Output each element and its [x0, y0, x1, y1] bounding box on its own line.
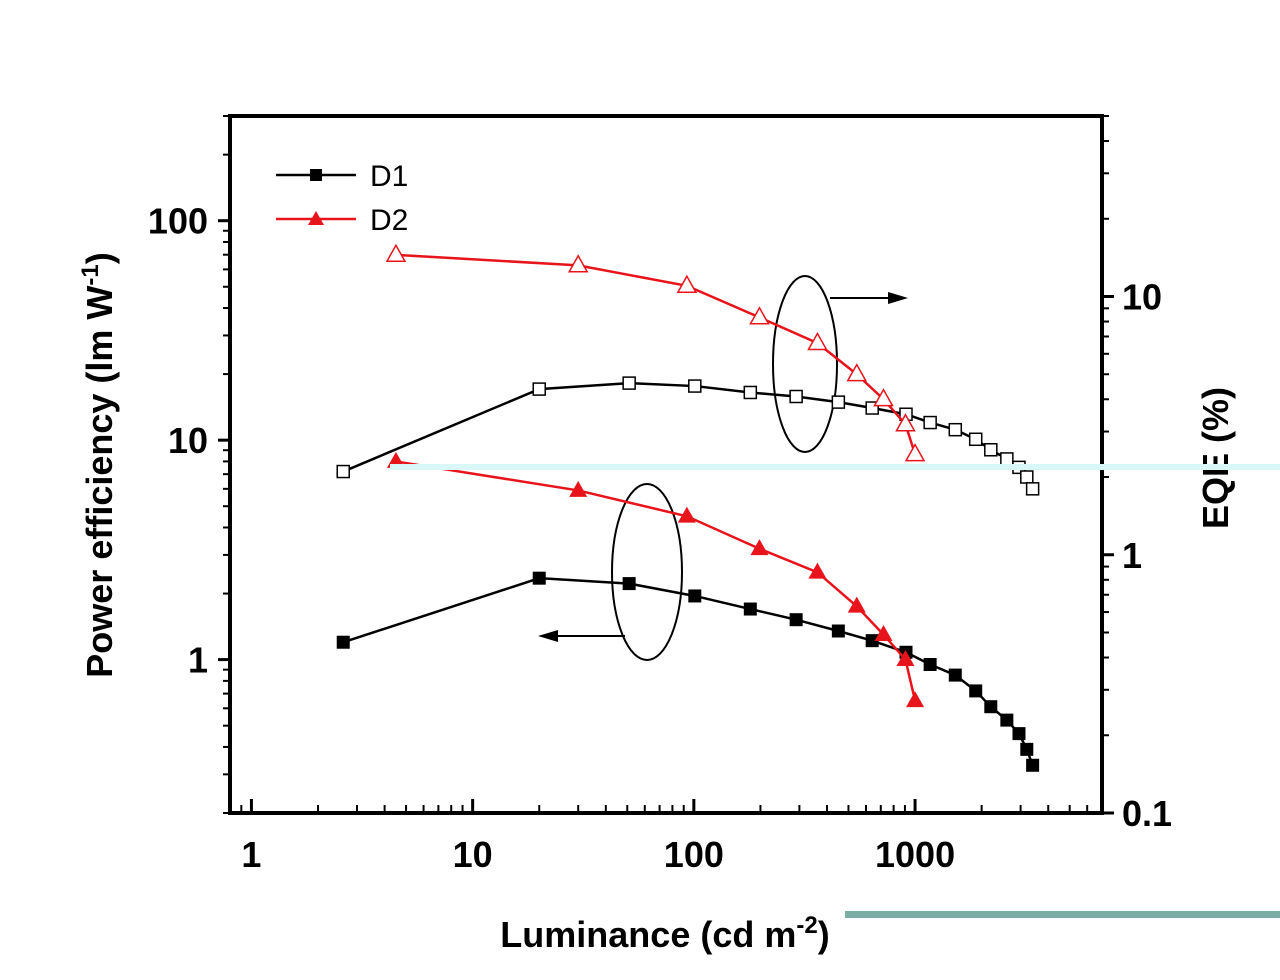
series-d1-left-point: [743, 602, 757, 616]
series-d1-right-line: [342, 381, 1034, 490]
series-d2-right-point: [676, 274, 698, 293]
series-d1-left-point: [923, 657, 937, 671]
series-d2-right-point: [904, 443, 926, 462]
y-left-tick-label: 10: [168, 420, 208, 461]
series-d2-left-point: [808, 562, 827, 579]
series-d1-right-point: [336, 464, 350, 479]
series-d2-left-point: [896, 650, 915, 667]
series-d2-right-point: [846, 363, 868, 382]
legend-d1-marker: [310, 169, 322, 181]
x-axis-title: Luminance (cd m-2): [500, 912, 829, 955]
series-d1-right-point: [622, 376, 636, 390]
x-tick-label: 1: [241, 834, 261, 875]
series-d1-right-point: [532, 382, 546, 396]
y-right-tick-label: 1: [1122, 535, 1142, 576]
x-tick-label: 1000: [875, 834, 955, 875]
cyan-artifact-line: [390, 464, 1280, 470]
series-d2-right-point: [385, 243, 407, 262]
teal-artifact-line: [845, 911, 1280, 918]
series-d1-left-point: [1020, 742, 1034, 756]
series-d1-left-point: [1012, 727, 1026, 741]
tick-labels: 1 10 100 1000 1 10 100 0.1 1 10: [148, 201, 1172, 875]
legend: D1 D2: [276, 160, 408, 237]
series-d2-right-point: [807, 331, 828, 351]
series-d1-right-point: [743, 385, 758, 400]
y-left-tick-label: 1: [188, 640, 208, 681]
series-d1-left-point: [969, 684, 983, 698]
series-d1-right-point: [968, 432, 983, 447]
series-d2-right-point: [749, 306, 770, 325]
series-d1-right-point: [923, 415, 937, 430]
series-d1-right-point: [948, 422, 963, 437]
series-d2-right-point: [895, 413, 916, 432]
series-d1-left-point: [622, 577, 636, 591]
series-d1-left-line: [342, 576, 1034, 766]
legend-d2-marker: [308, 211, 324, 225]
series-d1-right-point: [984, 443, 998, 457]
series-d1-left-point: [984, 700, 998, 714]
axis-ticks: [218, 115, 1114, 815]
y-right-tick-label: 10: [1122, 277, 1162, 318]
series-d2-right-point: [873, 388, 894, 407]
y-right-tick-label: 0.1: [1122, 793, 1172, 834]
series-d1-left-point: [948, 668, 962, 682]
series-d1-left-point: [336, 635, 350, 649]
eqe-arrow-head: [888, 292, 908, 304]
pe-arrow-head: [538, 630, 558, 642]
series-d1-left-point: [789, 613, 803, 627]
series-d2-left-point: [386, 451, 405, 468]
series-d1-left-point: [865, 634, 879, 648]
series-d1-right-point: [831, 395, 846, 409]
series-d2-left-point: [847, 596, 866, 613]
series-d2-left-line: [395, 460, 917, 701]
series-d1-left-point: [532, 571, 546, 585]
eqe-group-ellipse: [772, 275, 838, 453]
series-d1-right-point: [688, 379, 702, 393]
pe-group-ellipse: [611, 483, 683, 661]
y-left-tick-label: 100: [148, 201, 208, 242]
series-d2-left-point: [569, 480, 588, 497]
series-d2-right-point: [567, 254, 589, 273]
series-d1-right-point: [1025, 482, 1040, 496]
series-d1-left-point: [831, 624, 845, 638]
series-d1-right-point: [789, 389, 803, 404]
x-tick-label: 10: [453, 834, 493, 875]
series-d2-left-point: [874, 625, 893, 642]
y-left-axis-title: Power efficiency (lm W-1): [77, 252, 120, 677]
y-right-axis-title: EQE (%): [1195, 387, 1236, 529]
series-d2-left-point: [906, 691, 925, 708]
x-tick-label: 100: [664, 834, 724, 875]
series-d1-left-point: [1000, 713, 1014, 727]
legend-d2-label: D2: [370, 204, 408, 237]
series-d1-left-point: [1026, 758, 1040, 772]
series-d1-left-point: [688, 589, 702, 603]
series-d2-left-point: [677, 506, 696, 523]
series-d2-left-point: [750, 539, 769, 556]
legend-d1-label: D1: [370, 160, 408, 193]
series-layer: [336, 243, 1040, 772]
series-d1-right-point: [1020, 470, 1034, 484]
